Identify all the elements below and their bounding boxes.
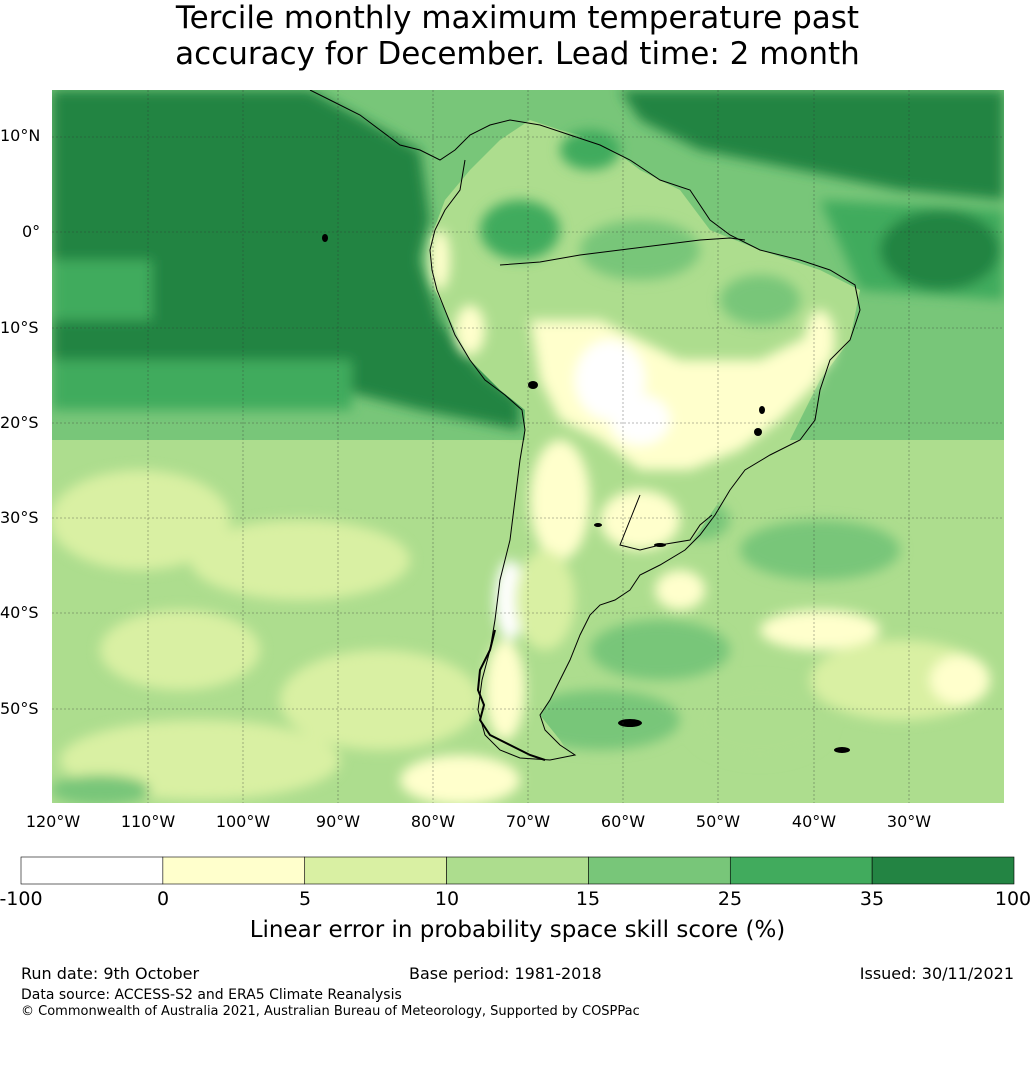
colorbar-segment-6 xyxy=(871,856,1015,885)
ocean-patches xyxy=(52,470,990,803)
lon-label-30w: 30°W xyxy=(886,812,932,831)
lon-label-70w: 70°W xyxy=(505,812,551,831)
colorbar-segment-0 xyxy=(20,856,164,885)
amazon-river xyxy=(499,237,746,266)
base-period: Base period: 1981-2018 xyxy=(409,964,602,983)
atlantic-dark xyxy=(620,90,1004,540)
colorbar-tick-7: 100 xyxy=(994,888,1032,910)
colorbar-tick-2: 5 xyxy=(298,888,312,910)
colorbar-tick-5: 25 xyxy=(717,888,743,910)
issued-date: Issued: 30/11/2021 xyxy=(859,964,1014,983)
run-date: Run date: 9th October xyxy=(21,964,200,983)
data-source: Data source: ACCESS-S2 and ERA5 Climate … xyxy=(21,987,402,1003)
map-area xyxy=(52,90,1004,803)
lat-label-10s: 10°S xyxy=(0,318,39,337)
lon-label-120w: 120°W xyxy=(25,812,81,831)
lon-label-40w: 40°W xyxy=(791,812,837,831)
colorbar-tick-3: 10 xyxy=(434,888,460,910)
colorbar-segment-2 xyxy=(304,856,447,885)
chile-fjords xyxy=(476,629,546,761)
colorbar-tick-6: 35 xyxy=(859,888,885,910)
lat-label-40s: 40°S xyxy=(0,603,39,622)
colorbar-tick-4: 15 xyxy=(575,888,601,910)
colorbar-segment-5 xyxy=(729,856,873,885)
lon-label-100w: 100°W xyxy=(215,812,271,831)
colorbar-label: Linear error in probability space skill … xyxy=(249,917,786,943)
lat-label-30s: 30°S xyxy=(0,508,39,527)
pacific-dark xyxy=(52,90,520,430)
coastline xyxy=(309,90,861,761)
title-line-1: Tercile monthly maximum temperature past xyxy=(175,0,860,36)
colorbar-segment-1 xyxy=(162,856,306,885)
lon-label-80w: 80°W xyxy=(410,812,456,831)
colorbar-segment-4 xyxy=(588,856,731,885)
lon-label-50w: 50°W xyxy=(695,812,741,831)
river-plate xyxy=(619,494,713,551)
copyright: © Commonwealth of Australia 2021, Austra… xyxy=(21,1004,640,1019)
graticule xyxy=(52,90,1004,803)
lon-label-60w: 60°W xyxy=(600,812,646,831)
lat-label-0: 0° xyxy=(22,222,41,241)
map-title: Tercile monthly maximum temperature past… xyxy=(0,0,1035,72)
colorbar-segment-3 xyxy=(446,856,589,885)
lat-label-50s: 50°S xyxy=(0,699,39,718)
land-patches xyxy=(430,130,835,740)
islands xyxy=(322,234,850,753)
title-line-2: accuracy for December. Lead time: 2 mont… xyxy=(175,36,860,72)
colorbar-tick-1: 0 xyxy=(156,888,170,910)
colorbar-tick-0: -100 xyxy=(0,888,43,910)
lon-label-90w: 90°W xyxy=(315,812,361,831)
lat-label-20s: 20°S xyxy=(0,413,39,432)
lon-label-110w: 110°W xyxy=(120,812,176,831)
colorbar xyxy=(20,856,1015,885)
lat-label-10n: 10°N xyxy=(0,126,41,145)
